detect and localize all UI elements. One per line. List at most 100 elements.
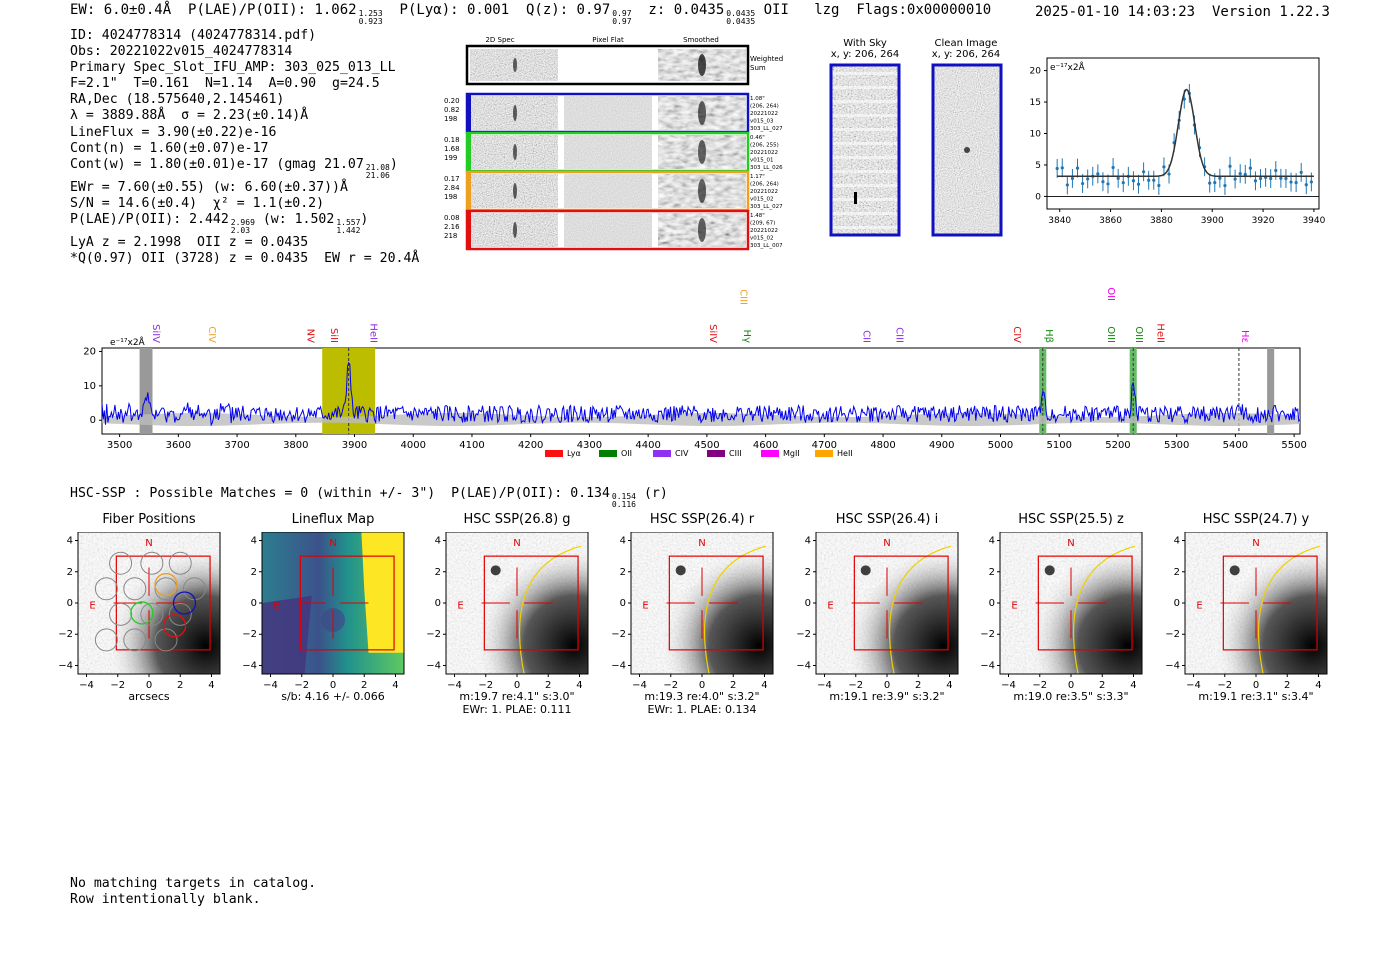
hsc-panel-caption: m:19.1 re:3.9" s:3.2" — [829, 690, 945, 703]
info-id: ID: 4024778314 (4024778314.pdf) — [70, 28, 317, 43]
info-fparams: F=2.1" T=0.161 N=1.14 A=0.90 g=24.5 — [70, 76, 380, 92]
x-tick-label: 0 — [1253, 680, 1259, 691]
footer-line1: No matching targets in catalog. — [70, 876, 317, 891]
spectral-line-label: SiIV — [150, 324, 161, 343]
hsc-panel-image: N E 4 2 0 −2 −4 −4 −2 0 2 4 — [242, 532, 405, 691]
full-xtick-label: 4200 — [518, 440, 543, 451]
header-plae: P(LAE)/P(OII): 1.062 — [188, 2, 357, 18]
y-tick-label: −4 — [426, 660, 441, 671]
zoom-xtick-label: 3880 — [1150, 216, 1173, 226]
x-tick-label: −2 — [478, 680, 493, 691]
legend-label: CIII — [729, 449, 742, 458]
zoom-xtick-label: 3940 — [1302, 216, 1325, 226]
spec-row-stat: 0.18 — [444, 136, 460, 144]
zoom-point — [1309, 180, 1313, 184]
y-tick-label: 4 — [620, 536, 626, 547]
spec-row-stat: 199 — [444, 154, 457, 162]
fiber-circle — [154, 628, 178, 652]
north-label: N — [513, 538, 520, 549]
zoom-model-fit — [1057, 88, 1314, 178]
hsc-summary-tail: (r) — [643, 486, 668, 501]
zoom-point — [1101, 180, 1105, 184]
full-spectrum-plot: SiIV CIV NV SiII HeII SiIV CIII Hγ CII CIII CIV Hβ O… — [83, 287, 1307, 458]
spec2d-panel: 2D Spec Pixel Flat Smoothed Weighted Sum… — [444, 36, 783, 251]
spec-row-meta: 20221022 — [750, 150, 778, 156]
sky-band — [832, 142, 898, 145]
legend-label: Lyα — [567, 449, 581, 458]
header-version: Version 1.22.3 — [1211, 4, 1330, 20]
east-label: E — [1011, 601, 1017, 612]
east-label: E — [827, 601, 833, 612]
y-tick-label: −2 — [58, 629, 73, 640]
legend-label: HeII — [837, 449, 853, 458]
zoom-point — [1136, 182, 1141, 186]
header-plya: P(Lyα): 0.001 — [399, 2, 510, 18]
x-tick-label: −4 — [1186, 680, 1201, 691]
legend-swatch — [761, 450, 779, 457]
y-tick-label: −4 — [980, 660, 995, 671]
hsc-panel-image: N E 4 2 0 −2 −4 −4 −2 0 2 4 — [426, 532, 589, 691]
y-tick-label: −2 — [242, 629, 257, 640]
y-tick-label: 4 — [805, 536, 811, 547]
sky-artifact — [854, 192, 857, 204]
legend-label: OII — [621, 449, 632, 458]
spec2d-col-label: Pixel Flat — [592, 36, 624, 44]
hsc-panel-caption: m:19.7 re:4.1" s:3.0" — [459, 690, 575, 703]
info-obs: Obs: 20221022v015_4024778314 — [70, 44, 293, 60]
x-tick-label: −4 — [817, 680, 832, 691]
x-tick-label: 2 — [915, 680, 921, 691]
x-tick-label: 0 — [699, 680, 705, 691]
x-tick-label: 4 — [1315, 680, 1321, 691]
weighted-label: Sum — [750, 64, 766, 72]
fiber-circle — [94, 577, 118, 601]
zoom-xtick-label: 3860 — [1099, 216, 1122, 226]
header-summary: EW: 6.0±0.4Å P(LAE)/P(OII): 1.062 1.253 0.… — [70, 2, 992, 26]
east-label: E — [273, 601, 279, 612]
zoom-point — [1228, 164, 1232, 168]
zoom-point — [1218, 176, 1222, 180]
with-sky-title: With Sky x, y: 206, 264 — [830, 38, 900, 60]
spec-row-smooth-line — [698, 101, 706, 125]
spectrum-line — [101, 361, 1301, 427]
spec-row-stat: 2.84 — [444, 184, 460, 192]
legend-swatch — [653, 450, 671, 457]
zoom-point — [1141, 170, 1146, 174]
zoom-unit: e⁻¹⁷x2Å — [1050, 61, 1086, 73]
spec-row-smooth-line — [698, 179, 706, 203]
header-lzg: lzg — [814, 2, 840, 18]
galaxy-glow — [631, 532, 773, 674]
y-tick-label: −4 — [242, 660, 257, 671]
x-tick-label: 0 — [146, 680, 152, 691]
full-xtick-label: 4000 — [401, 440, 426, 451]
spectral-line-label: Hβ — [1043, 329, 1054, 343]
spec-row-stat: 0.20 — [444, 97, 460, 105]
spectral-line-label: HeII — [1154, 323, 1165, 343]
header-datetime: 2025-01-10 14:03:23 — [1034, 4, 1196, 20]
fiber-circle — [94, 628, 118, 652]
star-source — [490, 565, 501, 576]
spec-row-line — [513, 183, 517, 199]
north-label: N — [698, 538, 705, 549]
y-tick-label: −4 — [611, 660, 626, 671]
info-contw: Cont(w) = 1.80(±0.01)e-17 (gmag 21.07 — [70, 156, 364, 172]
y-tick-label: 0 — [805, 598, 811, 609]
fiber-highlight — [172, 591, 197, 615]
footer-line2: Row intentionally blank. — [70, 892, 261, 907]
full-ytick-label: 20 — [83, 346, 96, 357]
y-tick-label: −2 — [1165, 629, 1180, 640]
fiber-circle — [123, 577, 147, 601]
x-tick-label: −2 — [1032, 680, 1047, 691]
zoom-point — [1294, 180, 1298, 185]
hsc-panel-caption2: EWr: 1. PLAE: 0.134 — [647, 703, 757, 716]
sky-band — [832, 226, 898, 229]
zoom-point — [1121, 181, 1125, 185]
hsc-panel-image: N E 4 2 0 −2 −4 −4 −2 0 2 4 — [1165, 532, 1328, 691]
spectral-line-label: CIII — [737, 289, 748, 305]
zoom-point — [1243, 172, 1247, 176]
spec-row-meta: (206, 264) — [750, 104, 779, 110]
legend-label: CIV — [675, 449, 689, 458]
spec-row-meta: 1.17" — [750, 174, 765, 180]
zoom-point — [1086, 177, 1090, 181]
galaxy-glow — [1000, 532, 1142, 674]
zoom-point — [1162, 165, 1166, 169]
